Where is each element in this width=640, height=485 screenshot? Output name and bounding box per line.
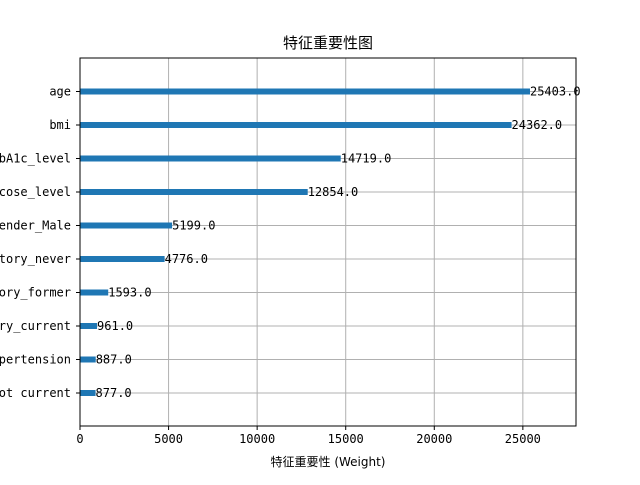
bar xyxy=(80,289,109,296)
x-tick-label: 25000 xyxy=(505,432,541,446)
bar-value-label: 961.0 xyxy=(97,319,133,333)
grid-layer xyxy=(80,58,576,426)
bar xyxy=(80,122,512,128)
y-tick-label: pertension xyxy=(0,353,71,367)
x-tick-label: 10000 xyxy=(239,432,275,446)
bars-layer xyxy=(80,88,530,396)
y-tick-label: ry_current xyxy=(0,319,71,333)
y-tick-label: ory_former xyxy=(0,286,71,300)
y-tick-label: tory_never xyxy=(0,252,71,266)
y-tick-label: age xyxy=(49,85,71,99)
y-tick-label: ot current xyxy=(0,386,71,400)
y-tick-label: ender_Male xyxy=(0,219,71,233)
bar-value-label: 5199.0 xyxy=(172,219,215,233)
bar-value-label: 12854.0 xyxy=(308,185,359,199)
bar-value-label: 25403.0 xyxy=(530,85,581,99)
plot-frame xyxy=(79,57,577,427)
bar-value-label: 887.0 xyxy=(96,353,132,367)
bar xyxy=(80,356,96,363)
bar xyxy=(80,189,308,195)
x-ticks-layer: 0 5000 10000 15000 20000 25000 xyxy=(76,426,541,446)
y-tick-label: bA1c_level xyxy=(0,152,71,166)
data-labels-layer: 25403.0 24362.0 14719.0 12854.0 5199.0 4776.0… xyxy=(96,85,581,401)
bar-value-label: 877.0 xyxy=(96,386,132,400)
bar xyxy=(80,88,530,95)
x-tick-label: 20000 xyxy=(416,432,452,446)
x-tick-label: 15000 xyxy=(328,432,364,446)
bar-value-label: 14719.0 xyxy=(341,152,392,166)
bar-value-label: 1593.0 xyxy=(108,286,151,300)
x-axis-label: 特征重要性 (Weight) xyxy=(271,454,386,469)
bar xyxy=(80,222,173,229)
x-tick-label: 5000 xyxy=(154,432,183,446)
bar xyxy=(80,256,165,262)
bar-value-label: 4776.0 xyxy=(165,252,208,266)
x-tick-label: 0 xyxy=(76,432,83,446)
bar xyxy=(80,323,98,329)
y-ticks-layer: age bmi bA1c_level cose_level ender_Maletory… xyxy=(0,85,80,400)
y-tick-label: cose_level xyxy=(0,185,71,199)
y-tick-label: bmi xyxy=(49,118,71,132)
chart-title: 特征重要性图 xyxy=(283,34,373,52)
bar-value-label: 24362.0 xyxy=(512,118,563,132)
bar xyxy=(80,390,96,396)
bar xyxy=(80,155,341,162)
